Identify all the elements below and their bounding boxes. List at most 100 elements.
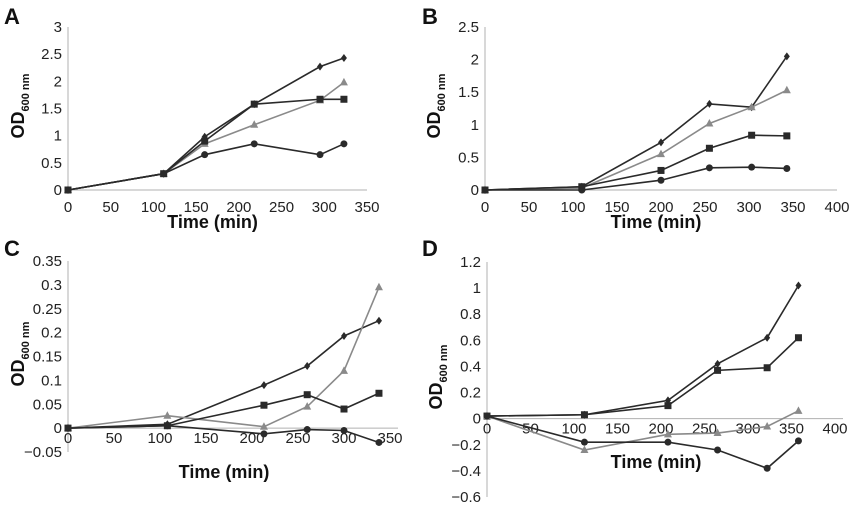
- x-tick-label: 300: [312, 199, 337, 216]
- data-point-triangle: [339, 77, 348, 86]
- x-tick-label: 50: [102, 199, 119, 216]
- y-tick-label: 3: [54, 19, 62, 36]
- data-point-circle: [340, 427, 348, 435]
- x-axis-title: Time (min): [179, 462, 270, 482]
- x-tick-label: 50: [521, 199, 538, 216]
- series-line: [67, 143, 345, 191]
- y-axis-title-subscript: 600 nm: [20, 321, 32, 359]
- data-point-circle: [794, 437, 802, 445]
- y-tick-label: 1: [471, 117, 479, 134]
- y-tick-label: −0.2: [451, 437, 481, 454]
- y-tick-label: −0.4: [451, 463, 481, 480]
- y-tick-label: 2: [471, 52, 479, 69]
- x-axis-title: Time (min): [611, 212, 702, 232]
- series-triangle: [481, 85, 791, 193]
- data-point-circle: [705, 164, 713, 172]
- series-line: [67, 57, 345, 191]
- x-tick-label: 50: [106, 430, 123, 447]
- data-point-diamond: [764, 333, 771, 342]
- panel-label: C: [4, 236, 20, 261]
- data-point-square: [260, 401, 268, 409]
- y-tick-label: 0: [471, 182, 479, 199]
- data-point-square: [375, 389, 383, 397]
- y-axis-title-main: OD: [426, 382, 446, 409]
- series-line: [485, 166, 787, 191]
- y-tick-label: 0: [54, 182, 62, 199]
- y-tick-label: 0.2: [460, 385, 481, 402]
- y-tick-label: 0.4: [460, 358, 481, 375]
- x-tick-label: 100: [560, 199, 585, 216]
- data-point-triangle: [763, 422, 772, 430]
- y-tick-label: 0: [473, 411, 481, 428]
- data-point-circle: [64, 186, 72, 194]
- series-line: [67, 424, 380, 444]
- x-tick-label: 100: [561, 421, 586, 438]
- panel-d: D−0.6−0.4−0.200.20.40.60.811.20 50 100 150 2…: [422, 236, 848, 506]
- y-tick-label: 0.6: [460, 332, 481, 349]
- series-diamond: [484, 281, 802, 421]
- y-tick-label: 1: [54, 128, 62, 145]
- y-axis-title: OD600 nm: [8, 321, 32, 386]
- series-circle: [483, 412, 802, 472]
- x-tick-label: 150: [604, 199, 629, 216]
- y-axis-title-subscript: 600 nm: [20, 73, 32, 111]
- data-point-circle: [163, 422, 171, 430]
- data-point-circle: [578, 186, 586, 194]
- data-point-triangle: [259, 422, 268, 430]
- series-diamond: [65, 316, 382, 433]
- x-tick-label: 100: [147, 430, 172, 447]
- y-axis-title-main: OD: [424, 111, 444, 138]
- y-tick-label: 2.5: [41, 46, 62, 63]
- series-diamond: [482, 52, 790, 194]
- y-tick-label: 0.5: [41, 155, 62, 172]
- x-tick-label: 350: [780, 199, 805, 216]
- data-point-triangle: [747, 102, 756, 111]
- series-square: [483, 334, 802, 420]
- series-line: [486, 410, 799, 451]
- data-point-square: [657, 166, 665, 174]
- y-tick-label: 2: [54, 73, 62, 90]
- data-point-circle: [580, 438, 588, 446]
- data-point-triangle: [657, 149, 665, 158]
- x-tick-label: 0: [64, 430, 72, 447]
- y-tick-label: 1.5: [41, 101, 62, 118]
- y-tick-label: 0.35: [33, 253, 62, 270]
- series-circle: [64, 422, 383, 446]
- data-point-square: [664, 402, 672, 410]
- data-point-square: [783, 132, 791, 140]
- data-point-square: [580, 411, 588, 419]
- data-point-square: [748, 131, 756, 139]
- data-point-triangle: [163, 411, 172, 419]
- x-tick-label: 250: [692, 421, 717, 438]
- data-point-circle: [483, 412, 491, 420]
- data-point-circle: [657, 176, 665, 184]
- data-point-diamond: [714, 359, 721, 368]
- data-point-square: [763, 364, 771, 372]
- data-point-diamond: [260, 381, 267, 390]
- series-square: [64, 389, 383, 432]
- data-point-diamond: [304, 362, 311, 371]
- data-point-circle: [303, 426, 311, 434]
- panel-a: A 0 0.5 1 1.5 2 2.5 3 0 50 100 150 200 250 300 350 Time …: [4, 4, 380, 232]
- y-tick-label: 1.2: [460, 254, 481, 271]
- x-tick-label: 150: [193, 430, 218, 447]
- y-tick-label: 2.5: [458, 19, 479, 36]
- data-point-triangle: [250, 120, 259, 128]
- y-tick-label: −0.05: [24, 444, 62, 461]
- x-tick-label: 0: [481, 199, 489, 216]
- data-point-triangle: [303, 402, 312, 410]
- data-point-diamond: [658, 138, 664, 147]
- data-point-diamond: [783, 52, 790, 61]
- series-circle: [64, 140, 348, 194]
- x-tick-label: 250: [692, 199, 717, 216]
- data-point-circle: [664, 438, 672, 446]
- data-point-circle: [316, 151, 324, 159]
- data-point-circle: [481, 186, 489, 194]
- y-axis-title: OD600 nm: [424, 73, 448, 138]
- data-point-triangle: [663, 429, 672, 438]
- y-tick-label: 0.05: [33, 396, 62, 413]
- y-tick-label: 0.8: [460, 306, 481, 323]
- x-tick-label: 300: [331, 430, 356, 447]
- y-tick-label: −0.6: [451, 489, 481, 506]
